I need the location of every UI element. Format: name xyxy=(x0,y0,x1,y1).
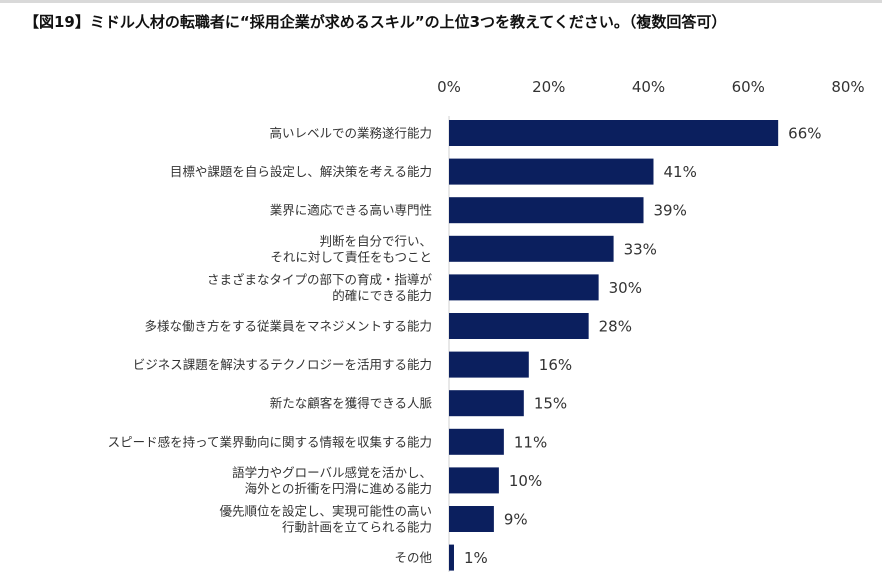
x-tick-label: 80% xyxy=(831,78,864,96)
value-label: 16% xyxy=(539,356,572,374)
category-label: 高いレベルでの業務遂行能力 xyxy=(269,126,432,141)
category-label: 優先順位を設定し、実現可能性の高い行動計画を立てられる能力 xyxy=(219,504,432,535)
value-label: 66% xyxy=(788,125,821,143)
bar xyxy=(449,506,494,532)
bar xyxy=(449,120,779,146)
category-label: 目標や課題を自ら設定し、解決策を考える能力 xyxy=(170,164,432,179)
category-label: 語学力やグローバル感覚を活かし、海外との折衝を円滑に進める能力 xyxy=(232,465,432,496)
value-label: 28% xyxy=(599,318,632,336)
bar xyxy=(449,544,454,571)
category-label: 多様な働き方をする従業員をマネジメントする能力 xyxy=(144,319,432,334)
category-label: ビジネス課題を解決するテクノロジーを活用する能力 xyxy=(133,357,432,372)
category-label: 新たな顧客を獲得できる人脈 xyxy=(270,396,433,411)
chart-title: 【図19】ミドル人材の転職者に“採用企業が求めるスキル”の上位3つを教えてくださ… xyxy=(0,0,882,32)
value-label: 41% xyxy=(663,163,696,181)
value-label: 39% xyxy=(654,202,687,220)
category-label: その他 xyxy=(394,550,432,565)
bar xyxy=(449,158,654,185)
value-label: 10% xyxy=(509,472,542,490)
bar xyxy=(449,197,644,224)
bar xyxy=(449,390,524,417)
value-label: 11% xyxy=(514,433,547,451)
x-tick-label: 20% xyxy=(532,78,565,96)
value-label: 30% xyxy=(609,279,642,297)
value-label: 15% xyxy=(534,395,567,413)
bar xyxy=(449,313,589,339)
value-label: 33% xyxy=(624,240,657,258)
x-tick-label: 0% xyxy=(437,78,461,96)
value-label: 9% xyxy=(504,511,528,529)
x-tick-label: 40% xyxy=(632,78,665,96)
bar xyxy=(449,274,599,301)
category-label: 業界に適応できる高い専門性 xyxy=(270,203,432,218)
bar xyxy=(449,467,499,494)
category-label: 判断を自分で行い、それに対して責任をもつこと xyxy=(270,233,432,264)
bar xyxy=(449,235,614,262)
x-tick-label: 60% xyxy=(732,78,765,96)
bar xyxy=(449,351,529,378)
category-label: スピード感を持って業界動向に関する情報を収集する能力 xyxy=(108,434,432,449)
bar xyxy=(449,428,504,455)
value-label: 1% xyxy=(464,549,488,567)
category-label: さまざまなタイプの部下の育成・指導が的確にできる能力 xyxy=(207,272,433,303)
